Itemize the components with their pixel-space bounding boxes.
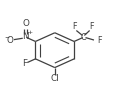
Text: Cl: Cl: [50, 74, 59, 83]
Text: +: +: [28, 30, 33, 35]
Text: C: C: [81, 33, 86, 42]
Text: O: O: [22, 19, 29, 28]
Text: F: F: [22, 59, 27, 68]
Text: F: F: [89, 22, 93, 31]
Text: F: F: [72, 22, 77, 31]
Text: N: N: [22, 32, 29, 41]
Text: O: O: [7, 36, 14, 45]
Text: −: −: [4, 34, 9, 39]
Text: F: F: [98, 36, 102, 45]
